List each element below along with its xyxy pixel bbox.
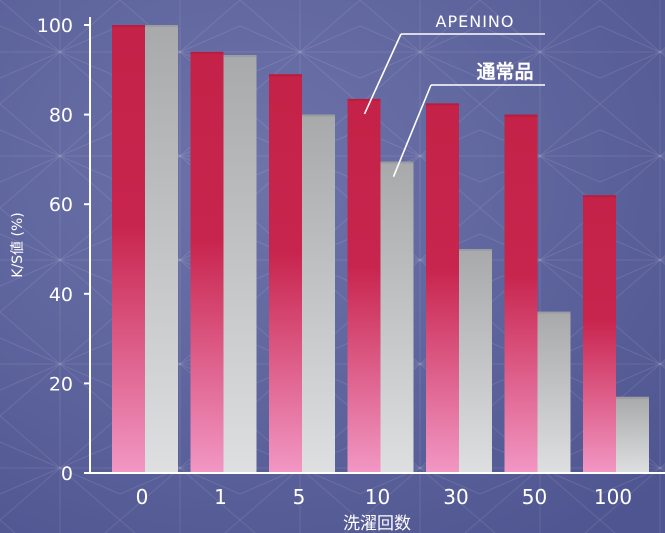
bar-top-edge (504, 114, 538, 117)
y-tick-label: 80 (49, 105, 73, 127)
y-axis-label: K/S値 (%) (10, 212, 26, 277)
bar-top-edge (537, 311, 571, 314)
bar-top-edge (347, 98, 381, 101)
x-axis-label: 洗濯回数 (343, 514, 411, 533)
bar-top-edge (302, 114, 335, 117)
bar-top-edge (223, 55, 257, 58)
bar-normal-30 (459, 249, 492, 473)
y-tick-label: 40 (49, 284, 73, 306)
bar-top-edge (380, 161, 414, 164)
x-tick-label: 0 (136, 485, 149, 509)
y-tick-label: 100 (37, 15, 73, 37)
x-tick-label: 5 (293, 485, 306, 509)
x-tick-label: 30 (443, 485, 468, 509)
bar-apenino-30 (426, 103, 459, 474)
y-tick-label: 60 (49, 194, 73, 216)
bar-top-edge (112, 25, 145, 27)
bar-apenino-5 (269, 74, 302, 473)
bar-top-edge (190, 51, 224, 54)
bar-top-edge (583, 195, 616, 198)
bar-apenino-1 (190, 51, 224, 473)
x-tick-label: 10 (365, 485, 390, 509)
y-tick-label: 0 (61, 463, 73, 485)
legend-leader-apenino (363, 33, 402, 115)
x-tick-label: 1 (214, 485, 227, 509)
bar-top-edge (616, 396, 649, 399)
bar-normal-1 (223, 55, 257, 474)
bar-top-edge (426, 103, 459, 106)
legend-leader-normal (392, 84, 432, 177)
bar-apenino-10 (347, 98, 381, 474)
bar-normal-50 (537, 311, 571, 473)
x-tick-label: 100 (594, 485, 632, 509)
legend-label-apenino: APENINO (436, 12, 515, 31)
bar-normal-100 (616, 396, 649, 473)
bar-apenino-50 (504, 114, 538, 473)
bar-top-edge (459, 249, 492, 251)
bar-apenino-0 (112, 25, 145, 473)
bar-apenino-100 (583, 195, 616, 474)
y-tick-label: 20 (49, 373, 73, 395)
bar-normal-5 (302, 114, 335, 473)
x-tick-label: 50 (522, 485, 547, 509)
legend-label-normal: 通常品 (476, 60, 533, 83)
bar-normal-0 (145, 25, 178, 473)
bar-normal-10 (380, 161, 414, 473)
bar-top-edge (269, 74, 302, 77)
bar-top-edge (145, 25, 178, 27)
